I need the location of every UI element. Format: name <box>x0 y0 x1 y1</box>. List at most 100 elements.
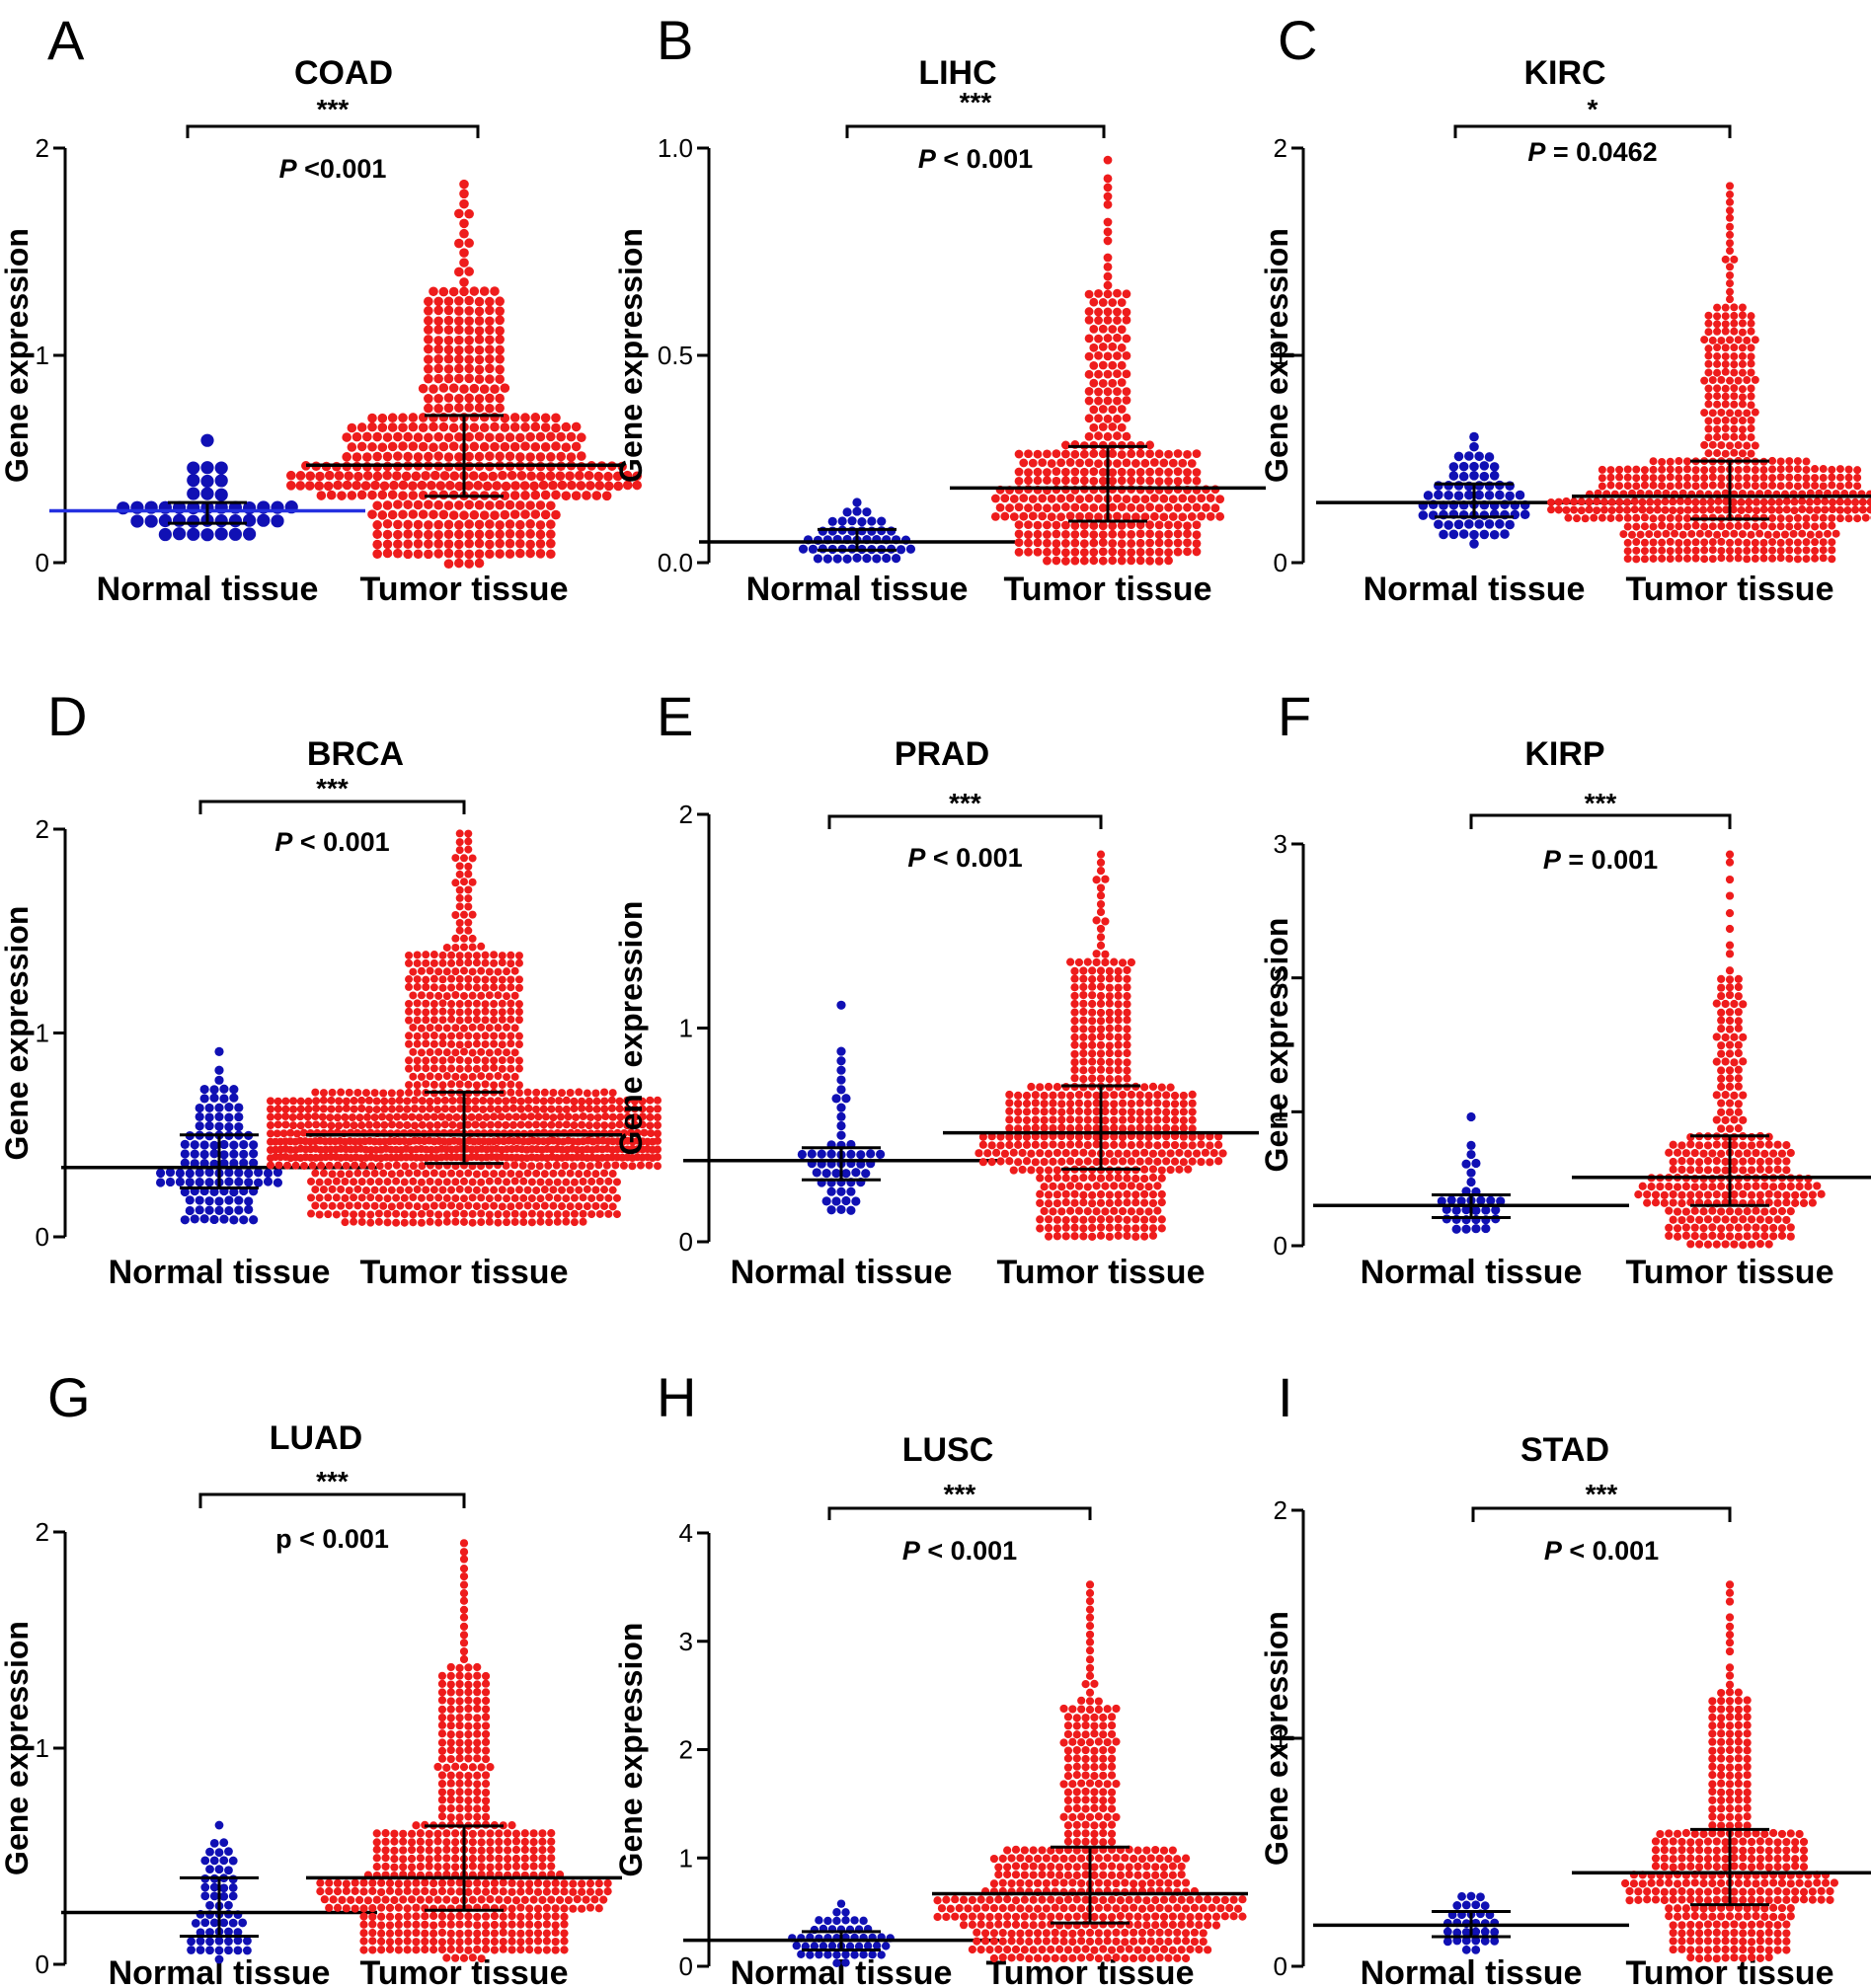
data-point <box>1084 307 1094 316</box>
data-point <box>1074 1158 1084 1167</box>
data-point <box>514 1016 523 1025</box>
data-point <box>1123 1224 1131 1233</box>
data-point <box>1725 1232 1735 1241</box>
data-point <box>1717 1049 1726 1058</box>
data-point <box>1640 474 1649 483</box>
data-point <box>1027 1166 1036 1175</box>
data-point <box>538 1846 547 1855</box>
data-point <box>1159 1871 1169 1879</box>
data-point <box>468 1218 477 1227</box>
data-point <box>1619 530 1628 539</box>
data-point <box>1117 476 1127 486</box>
data-point <box>405 982 414 991</box>
data-point <box>611 1161 620 1170</box>
data-point <box>448 1097 457 1105</box>
data-point <box>481 1671 491 1681</box>
data-point <box>464 1713 473 1721</box>
data-point <box>485 344 495 354</box>
data-point <box>332 1177 341 1185</box>
data-point <box>600 1201 609 1210</box>
data-point <box>304 1105 313 1113</box>
data-point <box>1044 1174 1053 1183</box>
data-point <box>1752 1232 1760 1241</box>
data-point <box>437 1688 447 1697</box>
data-point <box>1063 1746 1073 1755</box>
data-point <box>1768 538 1777 547</box>
data-point <box>1107 1946 1117 1954</box>
data-point <box>1717 991 1726 1001</box>
data-point <box>299 1128 308 1137</box>
data-point <box>529 1854 538 1863</box>
data-point <box>1135 467 1145 477</box>
data-point <box>1721 367 1730 376</box>
data-point <box>1606 513 1615 522</box>
data-point <box>1154 477 1164 486</box>
data-point <box>443 296 454 307</box>
data-point <box>1704 433 1713 442</box>
data-point <box>571 421 582 432</box>
data-point <box>464 1754 473 1763</box>
data-point <box>474 335 485 344</box>
data-point <box>1725 966 1735 975</box>
data-point <box>515 500 525 510</box>
data-point <box>516 1912 525 1921</box>
data-point <box>195 1937 205 1946</box>
data-point <box>995 502 1005 512</box>
data-point <box>1099 1821 1108 1830</box>
data-point <box>479 286 490 296</box>
data-point <box>488 471 499 482</box>
data-point <box>1795 1182 1804 1191</box>
data-point <box>1140 512 1150 522</box>
data-point <box>387 1105 396 1113</box>
data-point <box>1598 482 1606 491</box>
data-point <box>1677 1157 1686 1166</box>
data-point <box>443 325 454 336</box>
data-point <box>1734 482 1743 491</box>
data-point <box>1049 1123 1057 1133</box>
data-point <box>396 1185 405 1194</box>
data-point <box>836 1103 846 1112</box>
data-point <box>464 829 473 838</box>
data-point <box>1682 538 1691 547</box>
data-point <box>229 1140 239 1150</box>
data-point <box>1640 538 1649 547</box>
data-point <box>1734 409 1743 418</box>
data-point <box>530 490 541 500</box>
y-tick-label: 0 <box>36 548 49 577</box>
data-point <box>1145 538 1155 548</box>
data-point <box>594 1161 603 1170</box>
data-point <box>446 1796 455 1804</box>
data-point <box>490 1185 499 1194</box>
data-point <box>1024 530 1033 540</box>
data-point <box>158 527 172 542</box>
data-point <box>490 1056 499 1065</box>
data-point <box>1598 474 1606 483</box>
data-point <box>1699 497 1708 506</box>
data-point <box>239 1149 249 1159</box>
chart-title: KIRP <box>1524 735 1604 773</box>
data-point <box>1105 1057 1114 1067</box>
data-point <box>1101 1157 1110 1166</box>
data-point <box>586 1112 595 1121</box>
data-point <box>532 1096 541 1105</box>
data-point <box>1179 1141 1188 1150</box>
data-point <box>423 1112 431 1121</box>
data-point <box>1066 957 1075 966</box>
data-point <box>281 1105 290 1113</box>
data-point <box>372 1829 381 1838</box>
data-point <box>377 1903 386 1912</box>
data-point <box>390 1837 399 1846</box>
data-point <box>446 1688 455 1697</box>
data-point <box>434 1024 443 1032</box>
data-point <box>209 1093 219 1103</box>
data-point <box>1418 510 1429 520</box>
data-point <box>469 422 480 432</box>
data-point <box>187 473 200 488</box>
data-point <box>1121 1938 1130 1947</box>
data-point <box>1179 1116 1188 1125</box>
data-point <box>486 1854 495 1863</box>
data-point <box>1040 1132 1049 1141</box>
data-point <box>485 353 495 364</box>
data-point <box>1173 502 1183 512</box>
data-point <box>836 1065 846 1075</box>
